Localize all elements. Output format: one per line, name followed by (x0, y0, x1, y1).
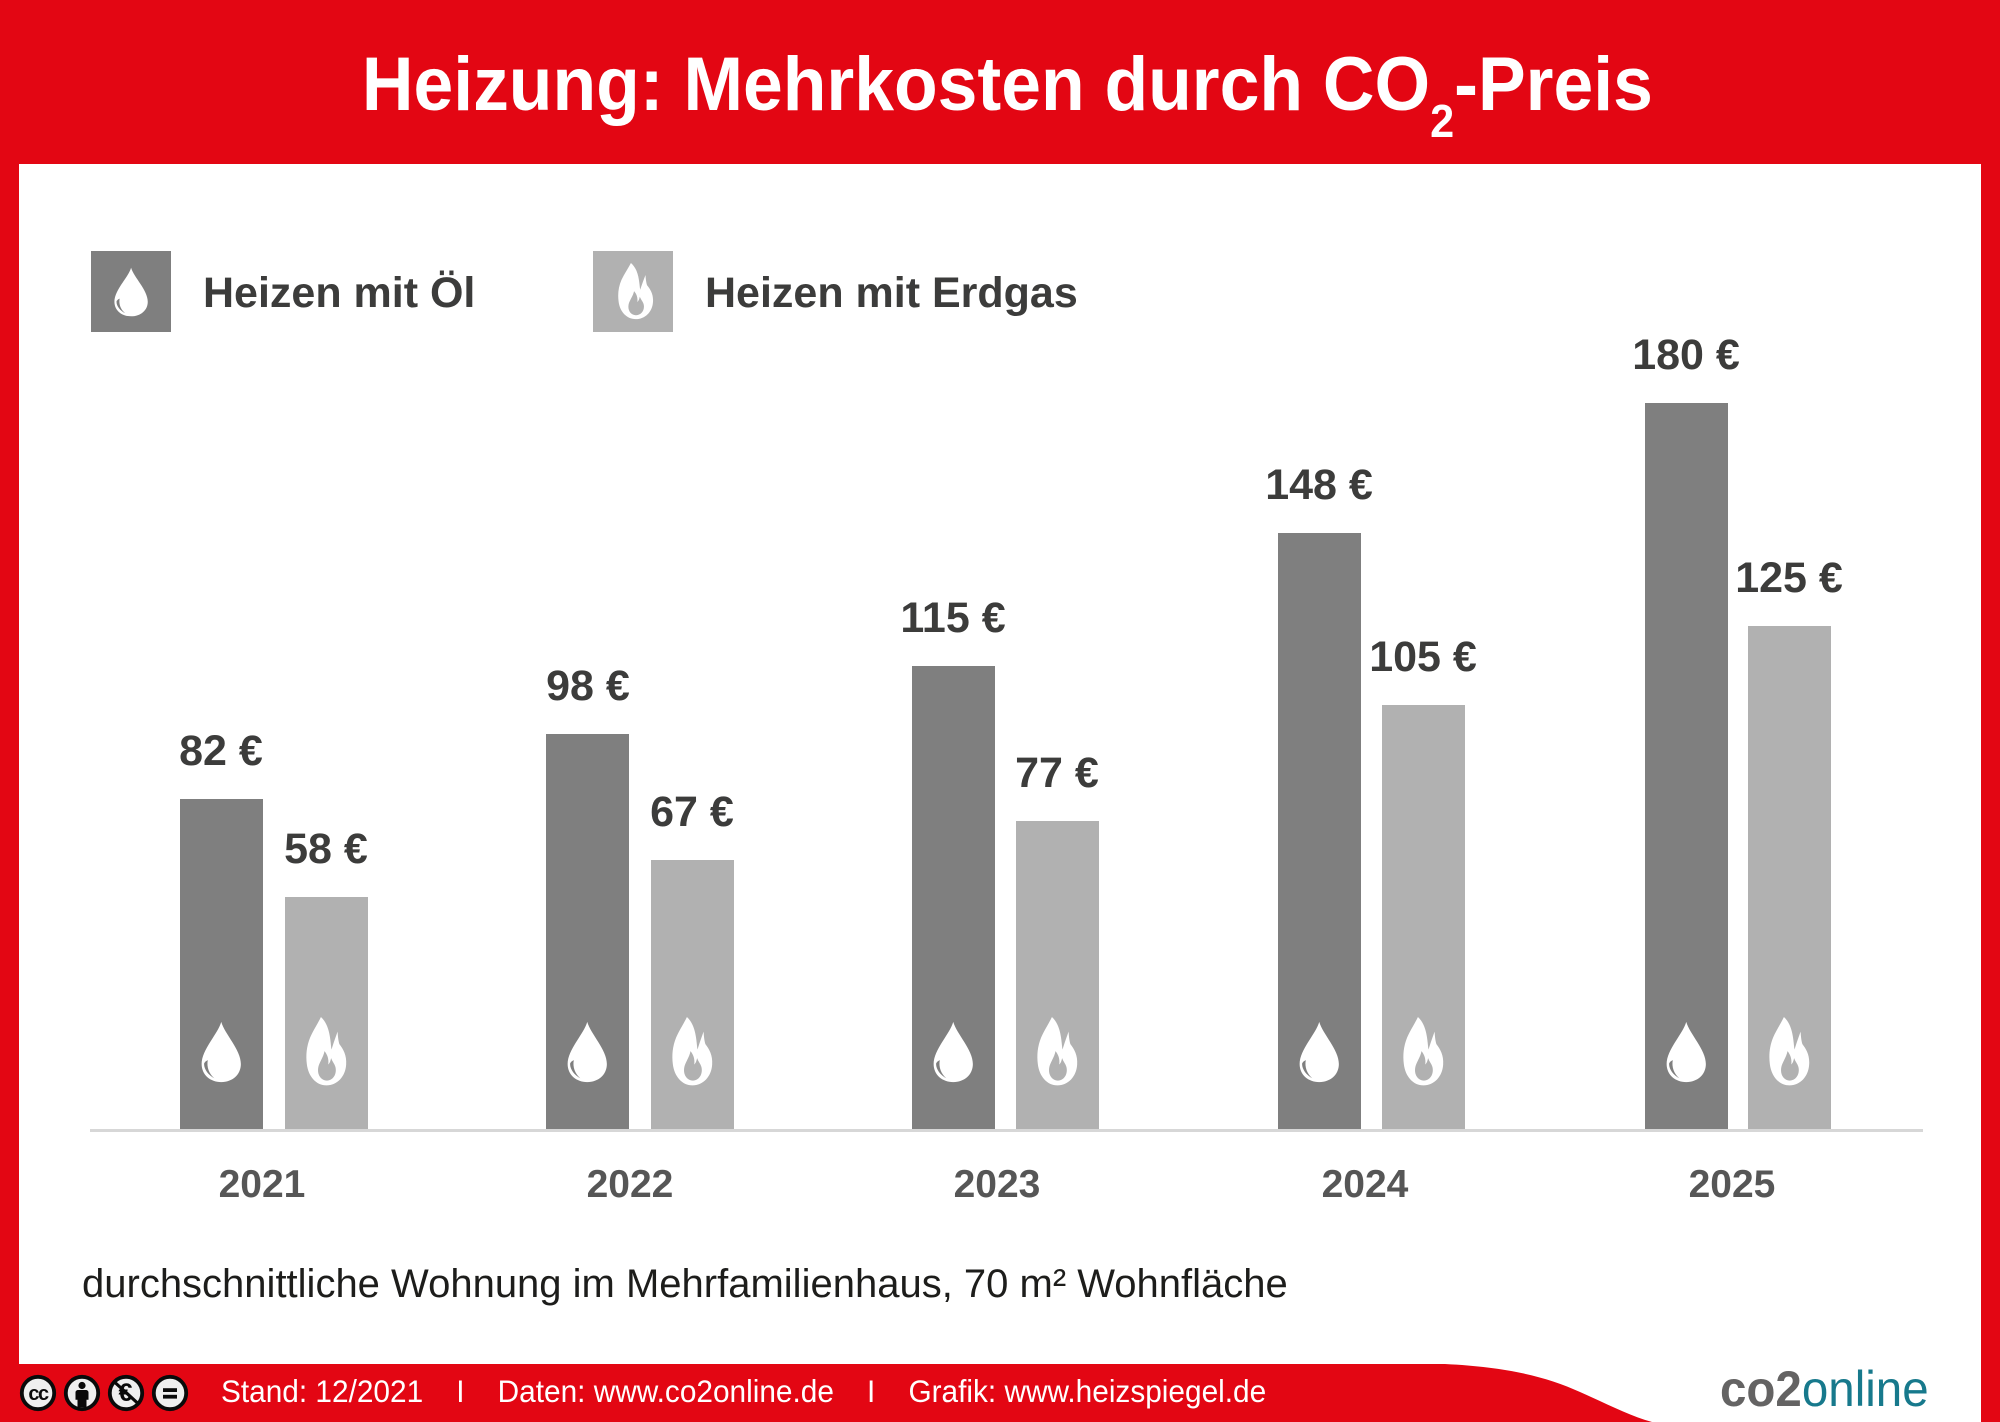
svg-text:cc: cc (28, 1383, 49, 1405)
